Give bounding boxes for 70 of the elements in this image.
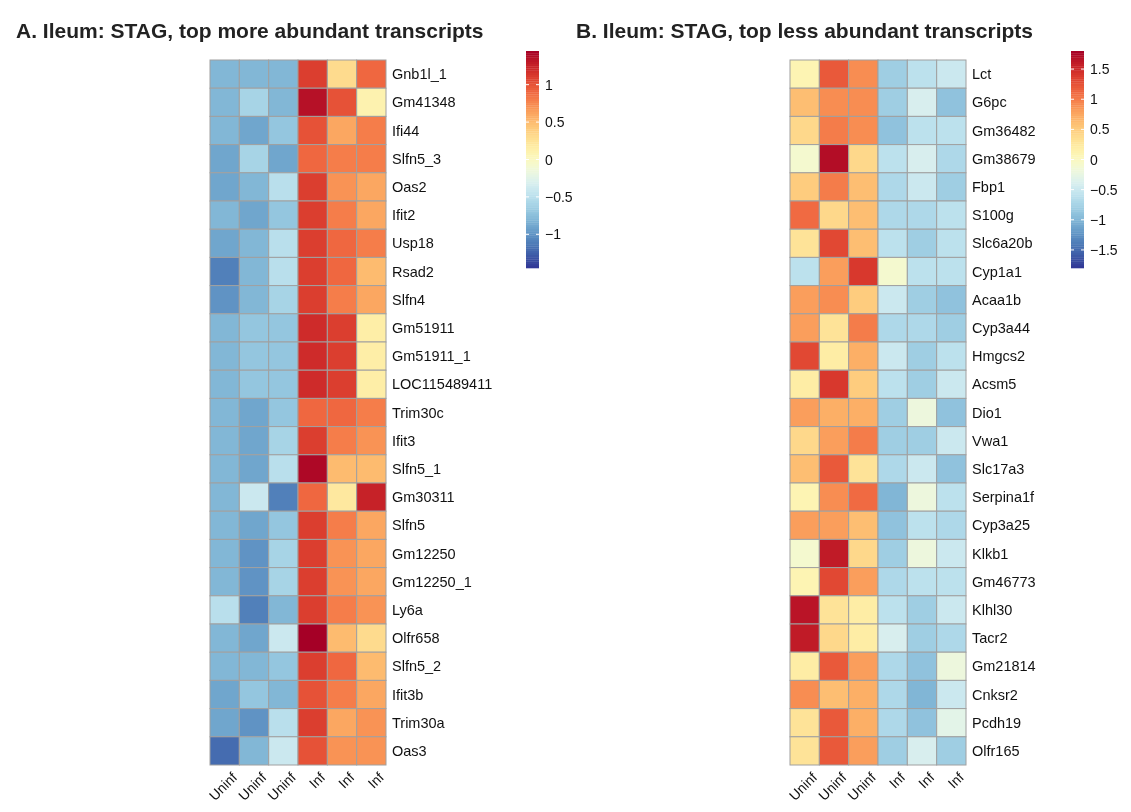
y-tick-label: Cyp3a25 <box>972 517 1031 534</box>
color-bar-label: −1.5 <box>1090 241 1118 258</box>
y-tick-label: Ifi44 <box>392 122 420 139</box>
color-bar-label: −1 <box>545 226 562 243</box>
y-tick-label: Trim30c <box>392 404 444 421</box>
y-tick-label: Klhl30 <box>972 601 1013 618</box>
y-tick-label: LOC115489411 <box>392 376 493 393</box>
y-tick-label: Gnb1l_1 <box>392 66 447 83</box>
color-bar-label: 0.5 <box>545 114 565 131</box>
y-tick-label: S100g <box>972 207 1014 224</box>
y-tick-label: Slfn4 <box>392 291 426 308</box>
color-bar-label: 0 <box>545 151 553 168</box>
y-tick-label: Fbp1 <box>972 178 1006 195</box>
color-bar-label: 1.5 <box>1090 61 1110 78</box>
y-tick-label: Slc17a3 <box>972 460 1025 477</box>
chart-title: A. Ileum: STAG, top more abundant transcripts <box>16 19 484 42</box>
x-tick-label: Inf <box>305 769 329 792</box>
y-tick-label: Klkb1 <box>972 545 1009 562</box>
color-bar-label: 1 <box>545 76 553 93</box>
y-tick-label: Gm41348 <box>392 94 456 111</box>
y-tick-label: Dio1 <box>972 404 1002 421</box>
color-bar-label: −1 <box>1090 211 1107 228</box>
y-tick-label: Hmgcs2 <box>972 348 1026 365</box>
y-tick-label: Ifit3b <box>392 686 424 703</box>
y-tick-label: Gm30311 <box>392 489 455 506</box>
y-tick-label: Slfn5_2 <box>392 658 442 675</box>
y-tick-label: Gm21814 <box>972 658 1036 675</box>
y-tick-label: Gm36482 <box>972 122 1036 139</box>
x-tick-label: Inf <box>944 769 967 792</box>
color-bar-label: 0 <box>1090 151 1098 168</box>
y-tick-label: Ifit2 <box>392 207 416 224</box>
y-tick-label: Ly6a <box>392 601 424 618</box>
y-tick-label: Ifit3 <box>392 432 416 449</box>
y-tick-label: Usp18 <box>392 235 434 252</box>
y-tick-label: Tacr2 <box>972 630 1008 647</box>
y-tick-label: Slfn5_3 <box>392 150 442 167</box>
y-tick-label: Lct <box>972 66 992 83</box>
color-bar-label: 1 <box>1090 91 1098 108</box>
y-tick-label: Slfn5_1 <box>392 460 442 477</box>
y-tick-label: Cnksr2 <box>972 686 1018 703</box>
y-tick-label: Olfr165 <box>972 742 1020 759</box>
color-bar-label: 0.5 <box>1090 121 1110 138</box>
x-tick-label: Inf <box>335 769 358 792</box>
y-tick-label: Cyp3a44 <box>972 319 1031 336</box>
y-tick-label: Gm51911_1 <box>392 348 471 365</box>
y-tick-label: Trim30a <box>392 714 446 731</box>
y-tick-label: Rsad2 <box>392 263 434 280</box>
y-tick-label: Pcdh19 <box>972 714 1022 731</box>
y-tick-label: Serpina1f <box>972 489 1036 506</box>
x-tick-label: Inf <box>364 769 387 792</box>
y-tick-label: Vwa1 <box>972 432 1009 449</box>
y-tick-label: Oas3 <box>392 742 427 759</box>
y-tick-label: Gm51911 <box>392 319 455 336</box>
y-tick-label: Gm12250_1 <box>392 573 472 590</box>
y-tick-label: Acaa1b <box>972 291 1022 308</box>
chart-title: B. Ileum: STAG, top less abundant transcripts <box>576 19 1034 42</box>
y-tick-label: Gm12250 <box>392 545 456 562</box>
x-tick-label: Inf <box>915 769 938 792</box>
color-bar-label: −0.5 <box>1090 181 1118 198</box>
y-tick-label: Gm38679 <box>972 150 1036 167</box>
color-bar-label: −0.5 <box>545 188 573 205</box>
y-tick-label: Gm46773 <box>972 573 1036 590</box>
y-tick-label: Olfr658 <box>392 630 440 647</box>
y-tick-label: Oas2 <box>392 178 427 195</box>
y-tick-label: Acsm5 <box>972 376 1017 393</box>
y-tick-label: Slc6a20b <box>972 235 1033 252</box>
y-tick-label: Slfn5 <box>392 517 426 534</box>
y-tick-label: Cyp1a1 <box>972 263 1022 280</box>
y-tick-label: G6pc <box>972 94 1007 111</box>
x-tick-label: Inf <box>885 769 909 792</box>
